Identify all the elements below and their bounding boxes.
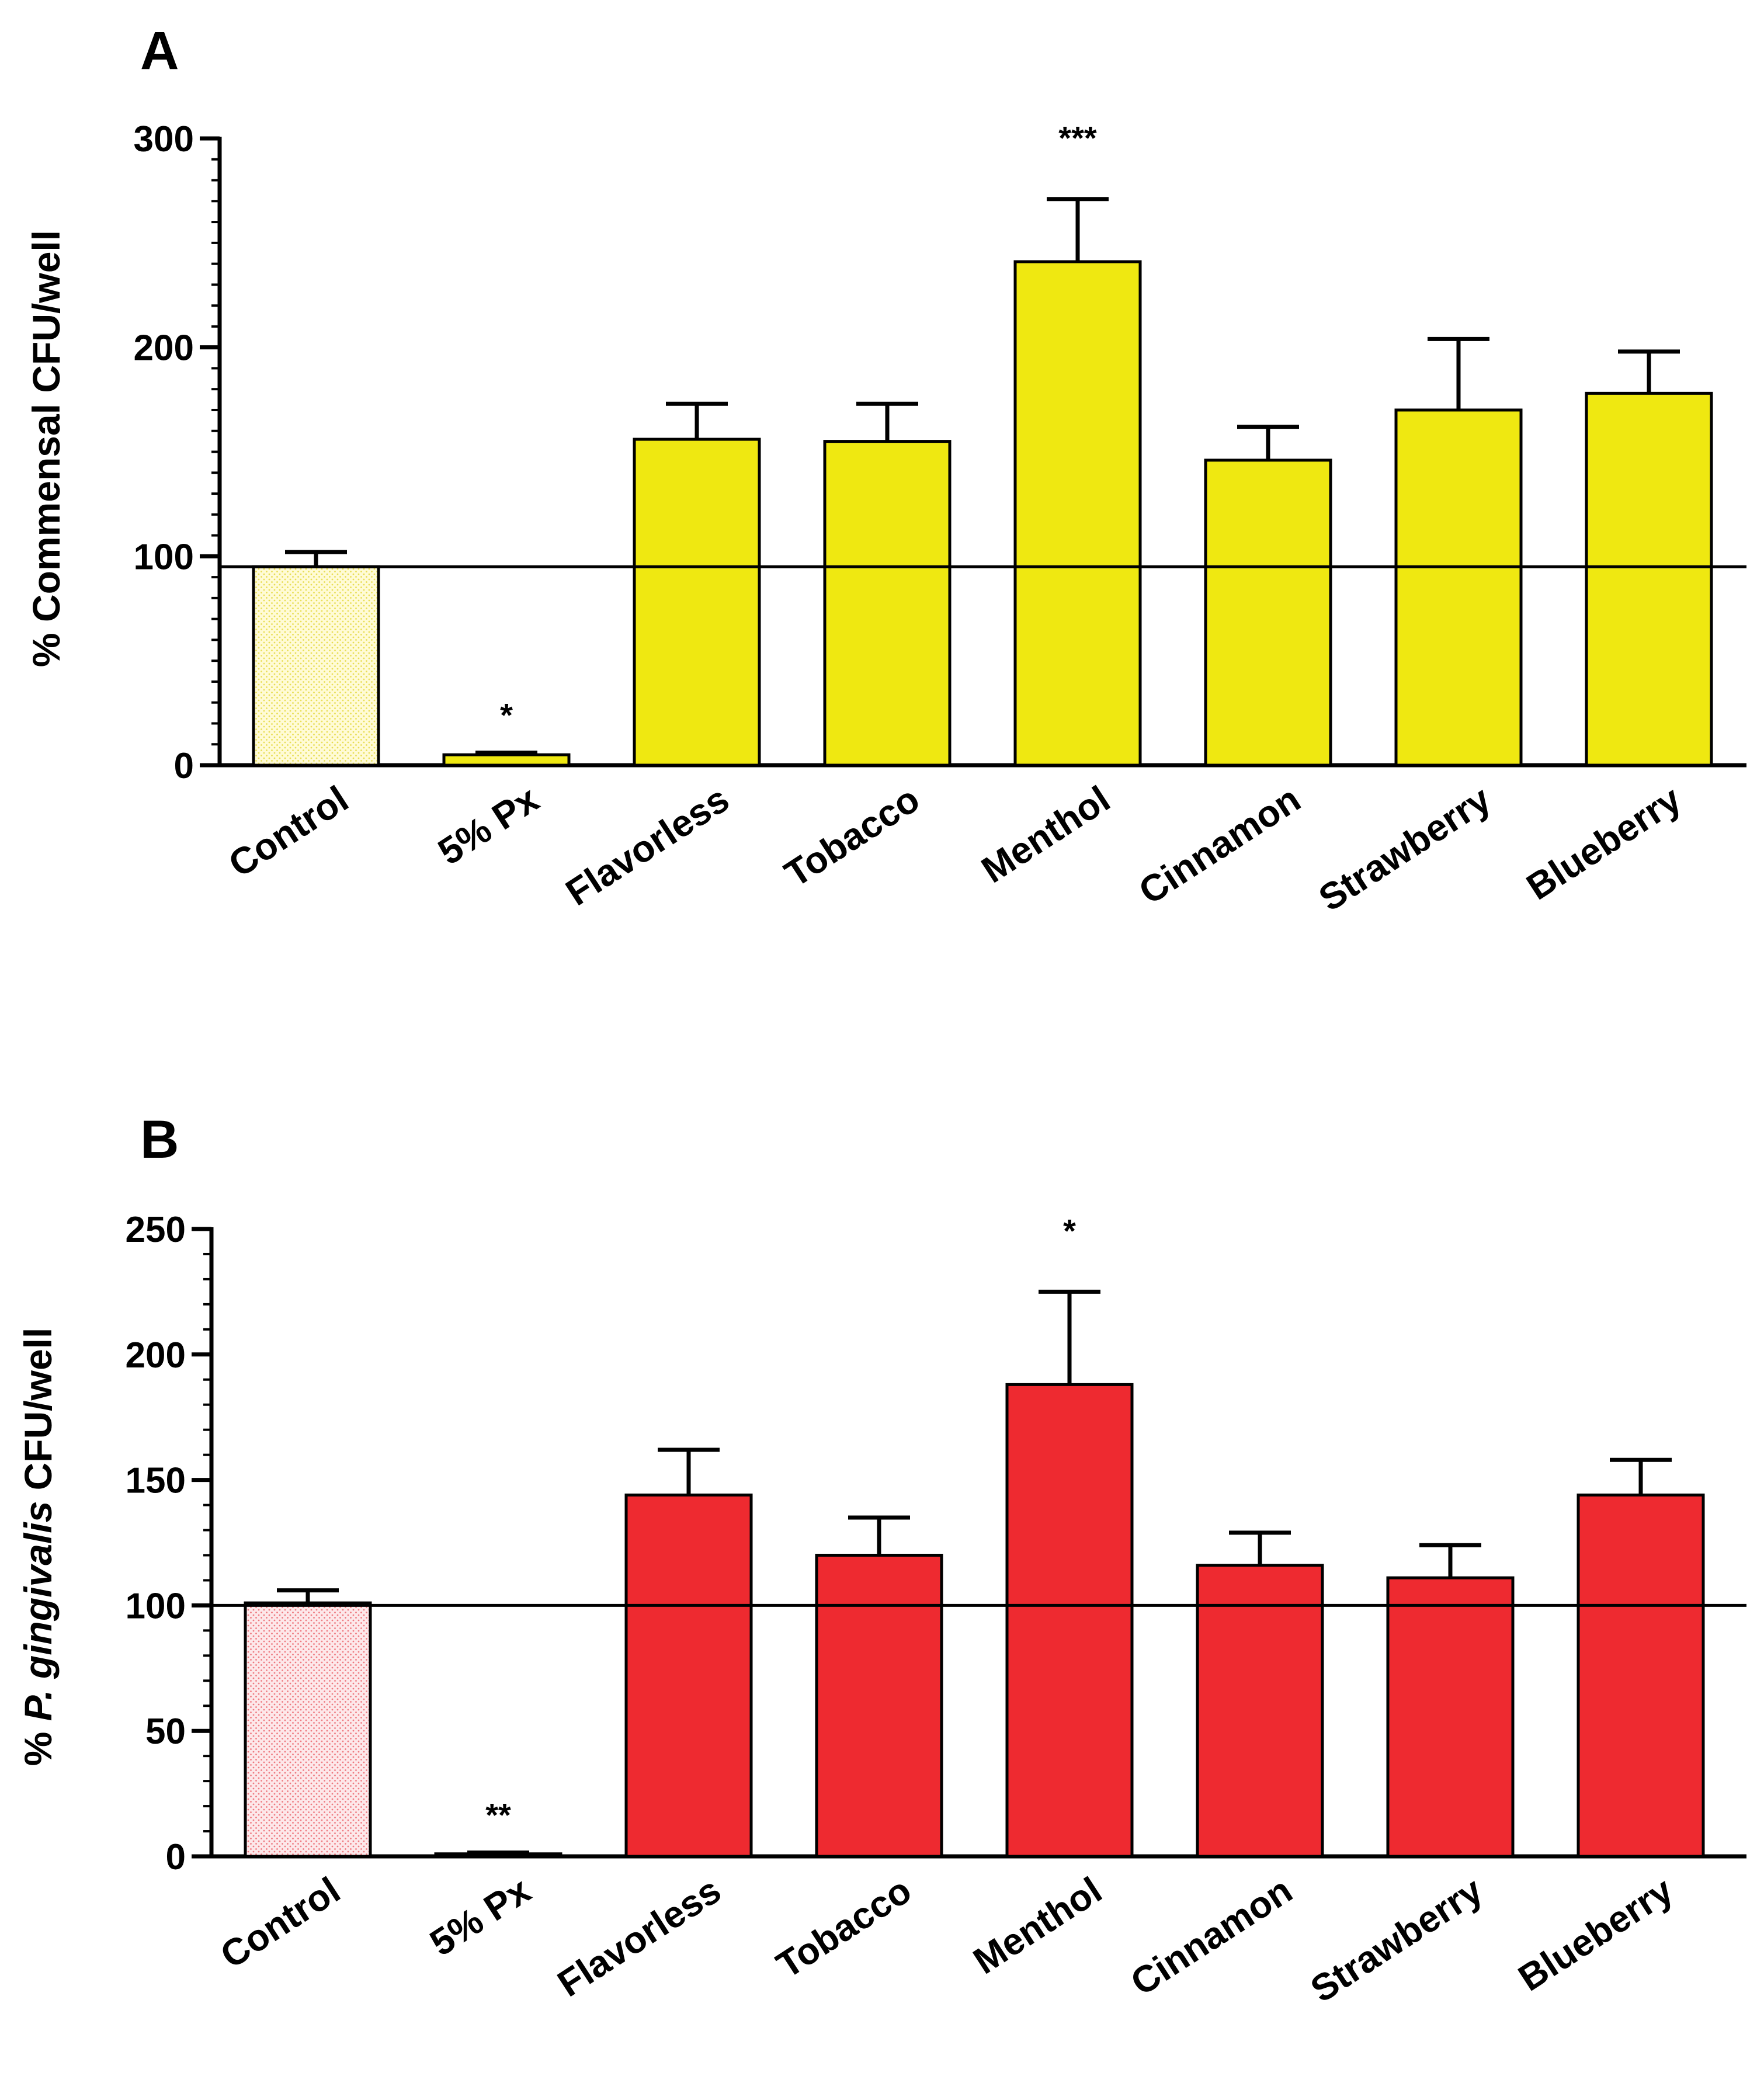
panel-label-b: B bbox=[140, 1110, 179, 1169]
y-tick-label: 200 bbox=[126, 1335, 186, 1376]
bar-control bbox=[252, 565, 380, 767]
bar-flavorless bbox=[624, 1493, 753, 1858]
bar-5-px bbox=[434, 1852, 562, 1858]
bar-blueberry bbox=[1577, 1493, 1705, 1858]
x-tick-label: Cinnamon bbox=[1131, 777, 1308, 912]
bars-a: Control * 5% Px Flavorless Tobacco *** Menthol… bbox=[220, 120, 1746, 919]
bar-cinnamon bbox=[1196, 1564, 1324, 1858]
y-axis-label-a: % Commensal CFU/well bbox=[25, 230, 68, 667]
bars-b: Control ** 5% Px Flavorless Tobacco * Menthol C… bbox=[211, 1212, 1746, 2011]
x-tick-label: Flavorless bbox=[550, 1869, 728, 2005]
x-tick-label: Strawberry bbox=[1303, 1869, 1490, 2011]
x-tick-label: Blueberry bbox=[1519, 777, 1689, 908]
bar-tobacco bbox=[823, 440, 952, 767]
bar-strawberry bbox=[1394, 408, 1523, 767]
y-tick-label: 50 bbox=[145, 1711, 186, 1752]
panel-label-a: A bbox=[140, 21, 179, 81]
bar-menthol bbox=[1005, 1383, 1134, 1858]
significance-marker: * bbox=[500, 697, 513, 734]
bar-control bbox=[244, 1601, 372, 1858]
y-tick-label: 250 bbox=[126, 1210, 186, 1250]
x-tick-label: Menthol bbox=[974, 777, 1117, 891]
y-tick-label: 200 bbox=[134, 328, 194, 369]
y-tick-label: 300 bbox=[134, 119, 194, 159]
x-tick-label: Tobacco bbox=[769, 1869, 919, 1986]
significance-marker: ** bbox=[485, 1797, 511, 1834]
x-tick-label: 5% Px bbox=[430, 777, 546, 873]
bar-menthol bbox=[1013, 260, 1142, 767]
y-tick-label: 0 bbox=[166, 1837, 186, 1877]
y-tick-label: 100 bbox=[126, 1586, 186, 1626]
x-tick-label: Cinnamon bbox=[1123, 1869, 1300, 2004]
y-axis-label-b: % P. gingivalis CFU/well bbox=[16, 1328, 60, 1766]
x-tick-label: Flavorless bbox=[558, 777, 737, 914]
bar-tobacco bbox=[815, 1553, 943, 1858]
bar-strawberry bbox=[1386, 1576, 1515, 1858]
x-tick-label: Tobacco bbox=[777, 777, 927, 895]
axes-b: 0 50 100 150 200 250 bbox=[126, 1210, 1746, 1877]
x-tick-label: Menthol bbox=[966, 1869, 1109, 1982]
y-tick-label: 0 bbox=[174, 746, 194, 786]
y-tick-label: 100 bbox=[134, 537, 194, 577]
panel-a: A % Commensal CFU/well 0 100 200 300 Contro… bbox=[25, 21, 1746, 919]
x-tick-label: Control bbox=[221, 777, 356, 885]
x-tick-label: Strawberry bbox=[1311, 777, 1498, 919]
x-tick-label: Blueberry bbox=[1511, 1869, 1680, 1999]
x-tick-label: 5% Px bbox=[422, 1869, 538, 1964]
bar-5-px bbox=[442, 753, 571, 767]
significance-marker: *** bbox=[1058, 120, 1097, 157]
y-tick-label: 150 bbox=[126, 1461, 186, 1501]
significance-marker: * bbox=[1063, 1212, 1076, 1249]
bar-cinnamon bbox=[1204, 459, 1332, 767]
panel-b: B % P. gingivalis CFU/well 0 50 100 150 200 2… bbox=[16, 1110, 1746, 2011]
bar-blueberry bbox=[1585, 391, 1713, 767]
x-tick-label: Control bbox=[213, 1869, 348, 1976]
bar-flavorless bbox=[633, 438, 761, 767]
